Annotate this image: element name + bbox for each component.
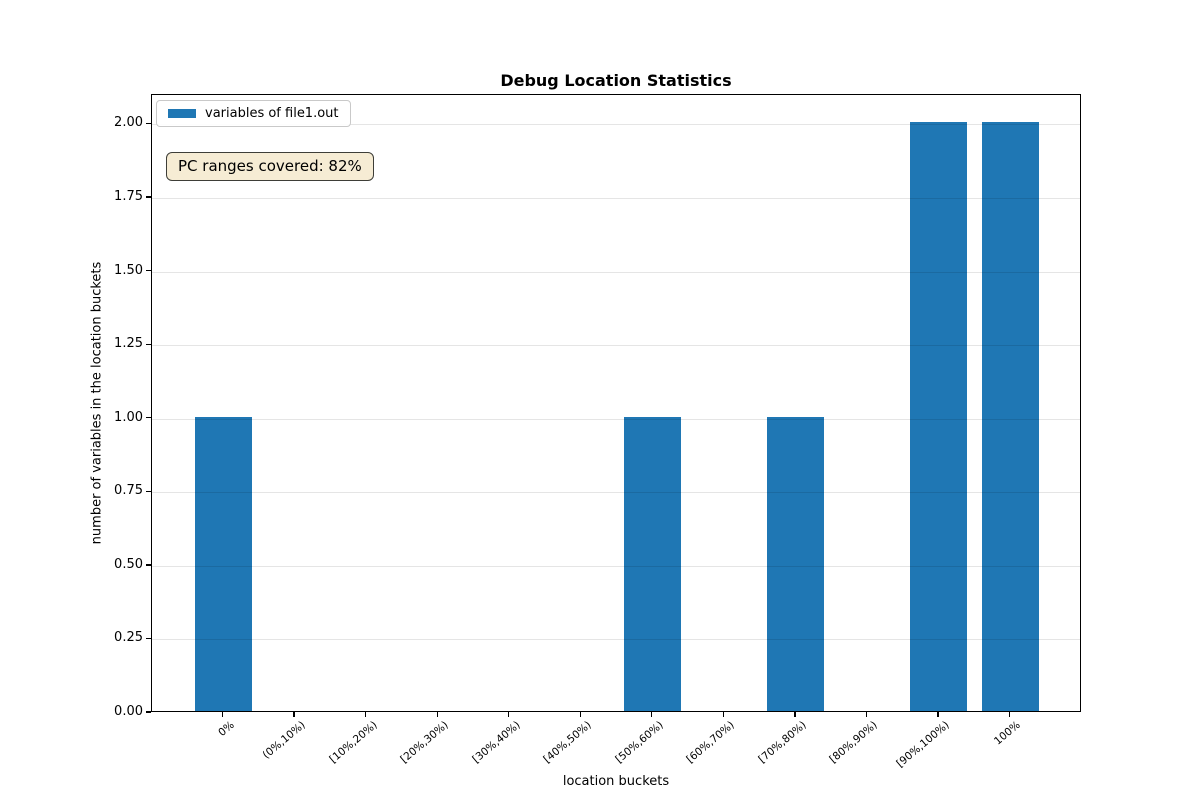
plot-area [151, 94, 1081, 712]
x-tick-label: (0%,10%) [260, 719, 308, 762]
y-tick-label: 1.25 [114, 336, 143, 352]
legend: variables of file1.out [156, 100, 351, 127]
x-tick-mark [221, 712, 224, 717]
x-axis-label: location buckets [562, 774, 670, 789]
y-tick-mark [146, 196, 151, 198]
y-tick-mark [146, 711, 151, 713]
y-tick-label: 0.25 [114, 630, 143, 646]
bar-[50%,60%) [624, 416, 682, 711]
y-tick-label: 1.75 [114, 189, 143, 204]
gridline [152, 124, 1080, 126]
x-tick-mark [865, 712, 868, 717]
pc-ranges-annotation: PC ranges covered: 82% [166, 152, 374, 181]
x-tick-label: [50%,60%) [613, 719, 666, 766]
gridline [152, 345, 1080, 347]
x-tick-mark [365, 712, 367, 717]
gridline [152, 271, 1080, 273]
x-tick-mark [579, 712, 581, 717]
x-tick-mark [1008, 712, 1011, 717]
bar-[90%,100%) [910, 122, 968, 711]
x-tick-label: [40%,50%) [541, 719, 594, 766]
x-tick-label: 0% [215, 719, 237, 739]
x-tick-label: [30%,40%) [470, 719, 523, 766]
y-tick-mark [146, 269, 151, 272]
x-tick-label: [90%,100%) [894, 719, 952, 770]
gridline [152, 492, 1080, 494]
x-tick-mark [651, 712, 653, 717]
x-tick-label: [80%,90%) [827, 719, 881, 766]
gridline [152, 418, 1080, 420]
y-tick-mark [146, 490, 151, 492]
y-tick-label: 0.75 [114, 483, 143, 499]
gridline [152, 565, 1080, 567]
x-tick-label: 100% [992, 719, 1024, 748]
y-axis-label: number of variables in the location buck… [89, 261, 105, 545]
gridline [152, 198, 1080, 199]
y-tick-label: 2.00 [114, 115, 143, 131]
bar-0% [195, 416, 253, 711]
y-tick-label: 1.00 [114, 409, 143, 425]
x-tick-mark [508, 712, 510, 717]
x-tick-mark [937, 712, 939, 717]
bar-100% [981, 122, 1039, 711]
x-tick-label: [20%,30%) [398, 719, 451, 766]
y-tick-mark [146, 564, 151, 566]
bar-[70%,80%) [767, 416, 825, 711]
gridline [152, 639, 1080, 641]
y-tick-label: 0.50 [114, 556, 143, 572]
x-tick-mark [293, 712, 295, 717]
x-tick-label: [10%,20%) [327, 719, 380, 766]
y-tick-mark [146, 122, 151, 125]
x-tick-label: [60%,70%) [684, 719, 738, 766]
chart-title: Debug Location Statistics [500, 71, 732, 90]
y-tick-label: 1.50 [114, 262, 143, 278]
legend-label: variables of file1.out [205, 106, 339, 121]
x-tick-mark [722, 712, 724, 717]
x-tick-label: [70%,80%) [756, 719, 809, 766]
y-tick-mark [146, 343, 151, 345]
y-tick-label: 0.00 [114, 704, 143, 719]
x-tick-mark [794, 712, 796, 717]
y-tick-mark [146, 417, 151, 419]
y-tick-mark [146, 637, 151, 640]
x-tick-mark [436, 712, 438, 717]
legend-swatch-icon [168, 109, 196, 118]
